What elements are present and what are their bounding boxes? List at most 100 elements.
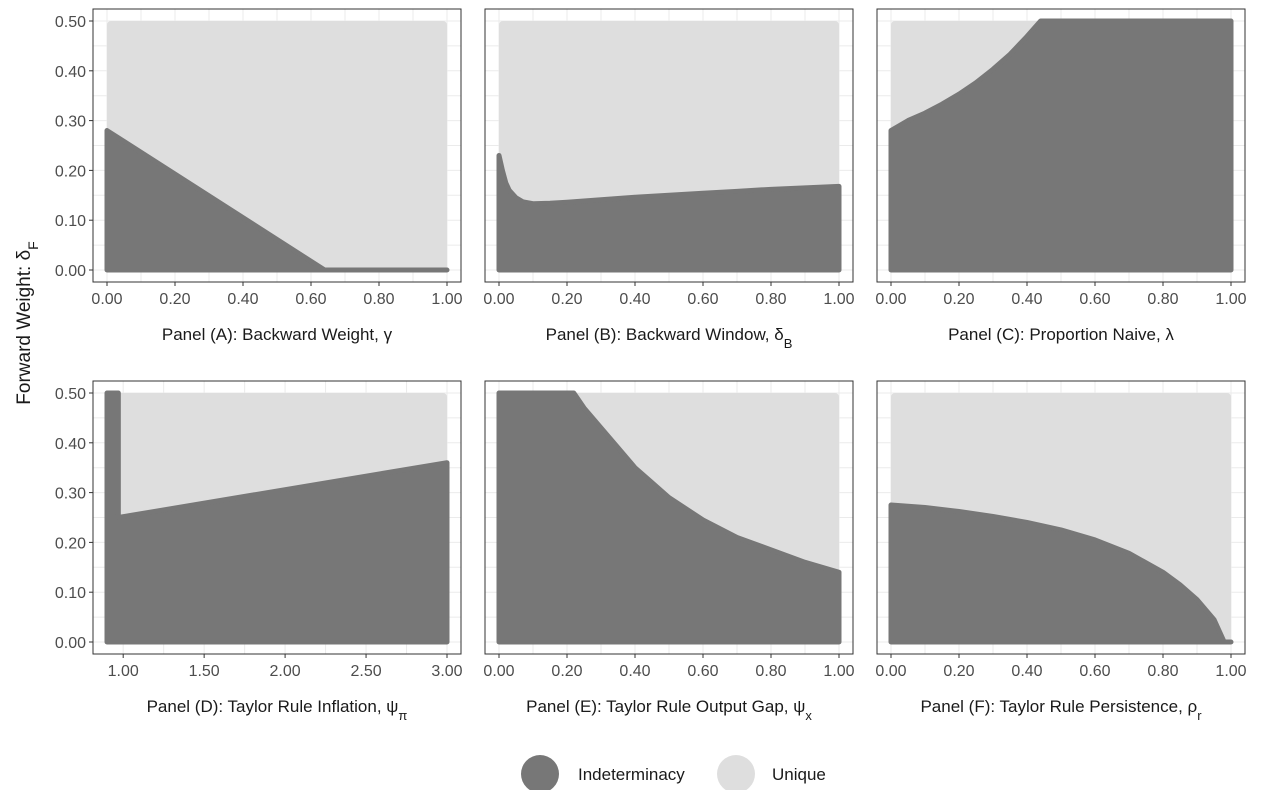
panels: 0.00 0.20 0.40 0.60 0.80 1.00 0.00 0.10 0.20 0.30… xyxy=(55,8,1247,723)
indeterminacy-region xyxy=(888,502,1234,645)
y-tick-label: 0.40 xyxy=(55,64,86,81)
x-tick-label: 0.60 xyxy=(687,663,718,680)
x-axis-title: Panel (A): Backward Weight, γ xyxy=(162,325,393,344)
indeterminacy-region xyxy=(104,128,450,273)
x-axis-title-subscript: π xyxy=(398,708,407,723)
panel-a: 0.00 0.20 0.40 0.60 0.80 1.00 0.00 0.10 0.20 0.30… xyxy=(55,8,463,344)
x-axis-title: Panel (B): Backward Window, δB xyxy=(546,325,793,351)
x-tick-label: 0.20 xyxy=(943,291,974,308)
x-axis-title: Panel (F): Taylor Rule Persistence, ρr xyxy=(920,697,1202,723)
x-axis-title-text: Panel (D): Taylor Rule Inflation, ψ xyxy=(147,697,399,716)
y-tick-label: 0.00 xyxy=(55,635,86,652)
x-axis-title-subscript: r xyxy=(1197,708,1202,723)
panel-border xyxy=(876,380,1246,655)
x-tick-label: 0.20 xyxy=(159,291,190,308)
y-tick-label: 0.10 xyxy=(55,585,86,602)
x-axis-title: Panel (D): Taylor Rule Inflation, ψπ xyxy=(147,697,408,723)
data-regions xyxy=(888,18,1234,273)
x-axis-title-text: Panel (E): Taylor Rule Output Gap, ψ xyxy=(526,697,805,716)
panel-e: 0.00 0.20 0.40 0.60 0.80 1.00 Panel (E): Taylo… xyxy=(483,380,855,723)
x-tick-label: 2.50 xyxy=(350,663,381,680)
x-tick-label: 1.00 xyxy=(431,291,462,308)
y-tick-label: 0.50 xyxy=(55,14,86,31)
x-tick-label: 3.00 xyxy=(431,663,462,680)
panel-d: 1.00 1.50 2.00 2.50 3.00 0.00 0.10 0.20 0.30 0.40… xyxy=(55,380,463,723)
x-tick-label: 0.80 xyxy=(755,663,786,680)
legend-key-indeterminacy xyxy=(521,755,559,790)
x-tick-label: 1.00 xyxy=(823,663,854,680)
x-tick-label: 0.40 xyxy=(227,291,258,308)
y-tick-label: 0.30 xyxy=(55,486,86,503)
x-tick-label: 0.20 xyxy=(943,663,974,680)
legend: Indeterminacy Unique xyxy=(521,755,826,790)
y-axis-ticks: 0.00 0.10 0.20 0.30 0.40 0.50 xyxy=(55,386,93,652)
x-tick-label: 0.40 xyxy=(619,663,650,680)
legend-key-unique xyxy=(717,755,755,790)
x-tick-label: 1.00 xyxy=(823,291,854,308)
x-axis-title-subscript: x xyxy=(805,708,812,723)
x-axis-title: Panel (C): Proportion Naive, λ xyxy=(948,325,1174,344)
x-axis-ticks: 0.00 0.20 0.40 0.60 0.80 1.00 xyxy=(875,282,1247,308)
panel-border xyxy=(92,8,462,283)
x-axis-title-text: Panel (A): Backward Weight, γ xyxy=(162,325,393,344)
x-tick-label: 0.00 xyxy=(483,663,514,680)
x-axis-ticks: 0.00 0.20 0.40 0.60 0.80 1.00 xyxy=(875,654,1247,680)
x-axis-title-text: Panel (F): Taylor Rule Persistence, ρ xyxy=(920,697,1197,716)
panel-b: 0.00 0.20 0.40 0.60 0.80 1.00 Panel (B): Backw… xyxy=(483,8,855,351)
x-tick-label: 0.80 xyxy=(755,291,786,308)
x-axis-title-subscript: B xyxy=(784,336,793,351)
svg-text:Forward Weight: δF: Forward Weight: δF xyxy=(14,241,41,404)
x-tick-label: 0.80 xyxy=(1147,663,1178,680)
x-tick-label: 0.20 xyxy=(551,291,582,308)
legend-label-indeterminacy: Indeterminacy xyxy=(578,765,685,784)
y-axis-title-text: Forward Weight: δ xyxy=(14,250,35,405)
x-tick-label: 0.40 xyxy=(1011,291,1042,308)
x-tick-label: 2.00 xyxy=(270,663,301,680)
y-tick-label: 0.30 xyxy=(55,114,86,131)
x-tick-label: 0.60 xyxy=(1079,291,1110,308)
x-axis-ticks: 0.00 0.20 0.40 0.60 0.80 1.00 xyxy=(91,282,463,308)
legend-label-unique: Unique xyxy=(772,765,826,784)
data-regions xyxy=(496,21,842,273)
x-tick-label: 0.20 xyxy=(551,663,582,680)
x-axis-title-text: Panel (C): Proportion Naive, λ xyxy=(948,325,1174,344)
x-tick-label: 0.40 xyxy=(1011,663,1042,680)
y-axis-title-subscript: F xyxy=(25,241,41,250)
data-regions xyxy=(104,390,450,645)
x-tick-label: 0.60 xyxy=(687,291,718,308)
y-tick-label: 0.40 xyxy=(55,436,86,453)
x-axis-title: Panel (E): Taylor Rule Output Gap, ψx xyxy=(526,697,812,723)
x-axis-ticks: 0.00 0.20 0.40 0.60 0.80 1.00 xyxy=(483,282,855,308)
x-tick-label: 0.00 xyxy=(875,663,906,680)
x-tick-label: 0.40 xyxy=(619,291,650,308)
x-tick-label: 0.00 xyxy=(875,291,906,308)
indeterminacy-region xyxy=(496,152,842,273)
data-regions xyxy=(104,21,450,273)
x-tick-label: 0.60 xyxy=(1079,663,1110,680)
x-tick-label: 1.00 xyxy=(1215,291,1246,308)
panel-c: 0.00 0.20 0.40 0.60 0.80 1.00 Panel (C): Propo… xyxy=(875,8,1247,344)
data-regions xyxy=(888,393,1234,645)
indeterminacy-region xyxy=(104,390,450,645)
x-tick-label: 1.50 xyxy=(189,663,220,680)
x-tick-label: 0.80 xyxy=(1147,291,1178,308)
data-regions xyxy=(496,390,842,645)
y-tick-label: 0.00 xyxy=(55,263,86,280)
x-tick-label: 0.80 xyxy=(363,291,394,308)
y-tick-label: 0.10 xyxy=(55,213,86,230)
y-tick-label: 0.50 xyxy=(55,386,86,403)
panel-border xyxy=(876,8,1246,283)
x-axis-ticks: 0.00 0.20 0.40 0.60 0.80 1.00 xyxy=(483,654,855,680)
y-axis-ticks: 0.00 0.10 0.20 0.30 0.40 0.50 xyxy=(55,14,93,280)
x-tick-label: 1.00 xyxy=(1215,663,1246,680)
x-axis-ticks: 1.00 1.50 2.00 2.50 3.00 xyxy=(108,654,463,680)
panel-border xyxy=(484,380,854,655)
x-tick-label: 0.00 xyxy=(483,291,514,308)
panel-border xyxy=(484,8,854,283)
indeterminacy-region xyxy=(888,18,1234,273)
x-tick-label: 1.00 xyxy=(108,663,139,680)
y-tick-label: 0.20 xyxy=(55,163,86,180)
y-tick-label: 0.20 xyxy=(55,535,86,552)
panel-f: 0.00 0.20 0.40 0.60 0.80 1.00 Panel (F): Taylo… xyxy=(875,380,1247,723)
